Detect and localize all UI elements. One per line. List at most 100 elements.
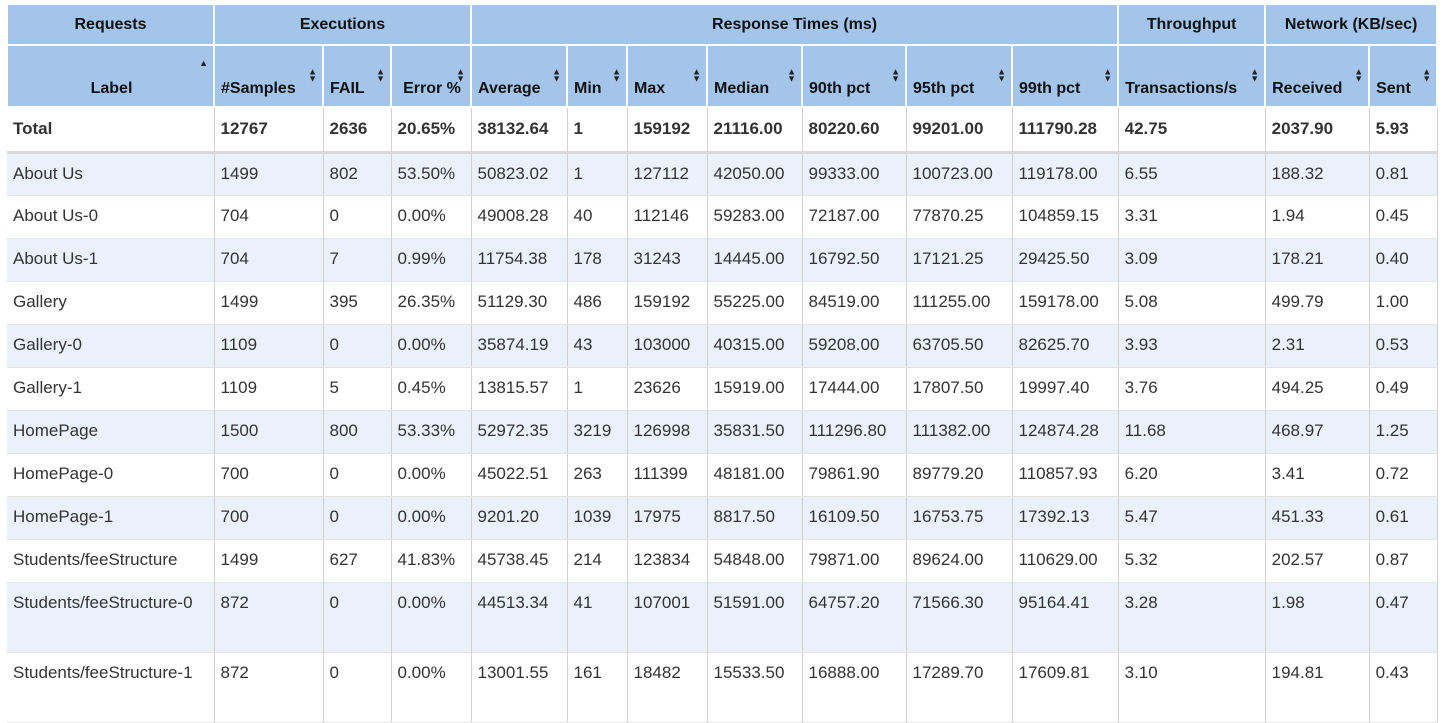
table-cell: 5.93 [1369,107,1438,154]
table-cell: 71566.30 [906,582,1013,653]
header-group: Response Times (ms) [470,3,1120,46]
column-header[interactable]: 90th pct ▲ ▼ [801,44,908,108]
table-cell: 3.31 [1118,195,1266,239]
table-cell: 89779.20 [906,453,1013,497]
column-header[interactable]: Received ▲ ▼ [1264,44,1371,108]
table-cell: 0.47 [1369,582,1438,653]
table-cell: 19997.40 [1012,367,1119,411]
table-row: HomePage-0 700 0 0.00% 45022.51 263 111399 4818… [7,453,1438,497]
table-cell: 51591.00 [707,582,803,653]
column-header[interactable]: Max ▲ ▼ [626,44,709,108]
column-header[interactable]: Label ▲ [6,44,215,108]
table-cell: 124874.28 [1012,410,1119,454]
column-header-label: 95th pct [913,80,975,97]
table-cell: 77870.25 [906,195,1013,239]
table-cell: 5.47 [1118,496,1266,540]
column-header[interactable]: 95th pct ▲ ▼ [905,44,1014,108]
table-cell: 79861.90 [802,453,907,497]
header-group: Throughput [1117,3,1267,46]
table-cell: 0 [323,496,392,540]
table-cell: 161 [567,652,628,723]
row-label-cell: Gallery [7,281,215,325]
table-row: Students/feeStructure 1499 627 41.83% 45738.… [7,539,1438,583]
table-cell: 49008.28 [471,195,568,239]
column-header[interactable]: Average ▲ ▼ [470,44,569,108]
table-cell: 0.00% [391,582,472,653]
column-header[interactable]: Error % ▲ ▼ [389,44,473,108]
table-cell: 704 [214,195,324,239]
table-cell: 59283.00 [707,195,803,239]
column-header[interactable]: Transactions/s ▲ ▼ [1117,44,1267,108]
table-cell: 21116.00 [707,107,803,154]
table-cell: 1109 [214,324,324,368]
table-cell: 17444.00 [802,367,907,411]
header-column-row: Label ▲ #Samples ▲ ▼ FAIL ▲ ▼ Error % ▲ ▼ Average ▲ ▼… [6,44,1439,108]
table-cell: 159192 [627,107,708,154]
table-cell: 0.72 [1369,453,1438,497]
sort-both-icon: ▲ ▼ [1250,66,1260,84]
table-cell: 55225.00 [707,281,803,325]
row-label-cell: HomePage [7,410,215,454]
sort-both-icon: ▲ ▼ [456,66,466,84]
table-cell: 17392.13 [1012,496,1119,540]
table-cell: 872 [214,652,324,723]
table-cell: 3.93 [1118,324,1266,368]
column-header[interactable]: #Samples ▲ ▼ [213,44,324,108]
table-cell: 800 [323,410,392,454]
table-cell: 159192 [627,281,708,325]
table-cell: 11.68 [1118,410,1266,454]
table-cell: 100723.00 [906,152,1013,196]
table-cell: 112146 [627,195,708,239]
column-header[interactable]: Sent ▲ ▼ [1368,44,1439,108]
table-cell: 5.08 [1118,281,1266,325]
table-cell: 111790.28 [1012,107,1119,154]
sort-both-icon: ▲ ▼ [308,66,317,84]
table-cell: 14445.00 [707,238,803,282]
table-cell: 50823.02 [471,152,568,196]
table-cell: 0.00% [391,453,472,497]
table-cell: 1039 [567,496,628,540]
sort-both-icon: ▲ ▼ [891,66,901,84]
column-header[interactable]: Min ▲ ▼ [566,44,629,108]
table-row: Gallery-0 1109 0 0.00% 35874.19 43 103000 40315… [7,324,1438,368]
table-row: Gallery 1499 395 26.35% 51129.30 486 159192 552… [7,281,1438,325]
header-group-row: Requests Executions Response Times (ms) Thr… [6,3,1439,46]
column-header[interactable]: Median ▲ ▼ [706,44,804,108]
statistics-table: Requests Executions Response Times (ms) Thr… [6,3,1439,723]
table-cell: 64757.20 [802,582,907,653]
column-header[interactable]: 99th pct ▲ ▼ [1011,44,1120,108]
table-cell: 0 [323,195,392,239]
table-cell: 5.32 [1118,539,1266,583]
table-cell: 99201.00 [906,107,1013,154]
column-header-label: 99th pct [1019,80,1081,97]
table-cell: 0.45% [391,367,472,411]
table-cell: 45022.51 [471,453,568,497]
table-cell: 0.45 [1369,195,1438,239]
total-row: Total 12767 2636 20.65% 38132.64 1 159192 21116… [7,107,1438,154]
column-header-label: Label [90,80,133,97]
column-header[interactable]: FAIL ▲ ▼ [322,44,392,108]
table-row: About Us-0 704 0 0.00% 49008.28 40 112146 59283… [7,195,1438,239]
table-cell: 13815.57 [471,367,568,411]
row-label-cell: About Us [7,152,215,196]
table-cell: 0 [323,652,392,723]
table-cell: 89624.00 [906,539,1013,583]
column-header-label: Average [478,80,541,97]
table-cell: 119178.00 [1012,152,1119,196]
row-label-cell: HomePage-0 [7,453,215,497]
table-cell: 111296.80 [802,410,907,454]
table-cell: 202.57 [1265,539,1370,583]
table-cell: 1499 [214,281,324,325]
table-cell: 188.32 [1265,152,1370,196]
table-cell: 0.00% [391,324,472,368]
table-cell: 59208.00 [802,324,907,368]
table-cell: 0.43 [1369,652,1438,723]
sort-both-icon: ▲ ▼ [787,66,797,84]
column-header-label: FAIL [330,80,365,97]
table-cell: 1499 [214,152,324,196]
column-header-label: Received [1272,80,1343,97]
table-cell: 16792.50 [802,238,907,282]
table-cell: 12767 [214,107,324,154]
table-cell: 1 [567,107,628,154]
row-label-cell: Students/feeStructure-1 [7,652,215,723]
